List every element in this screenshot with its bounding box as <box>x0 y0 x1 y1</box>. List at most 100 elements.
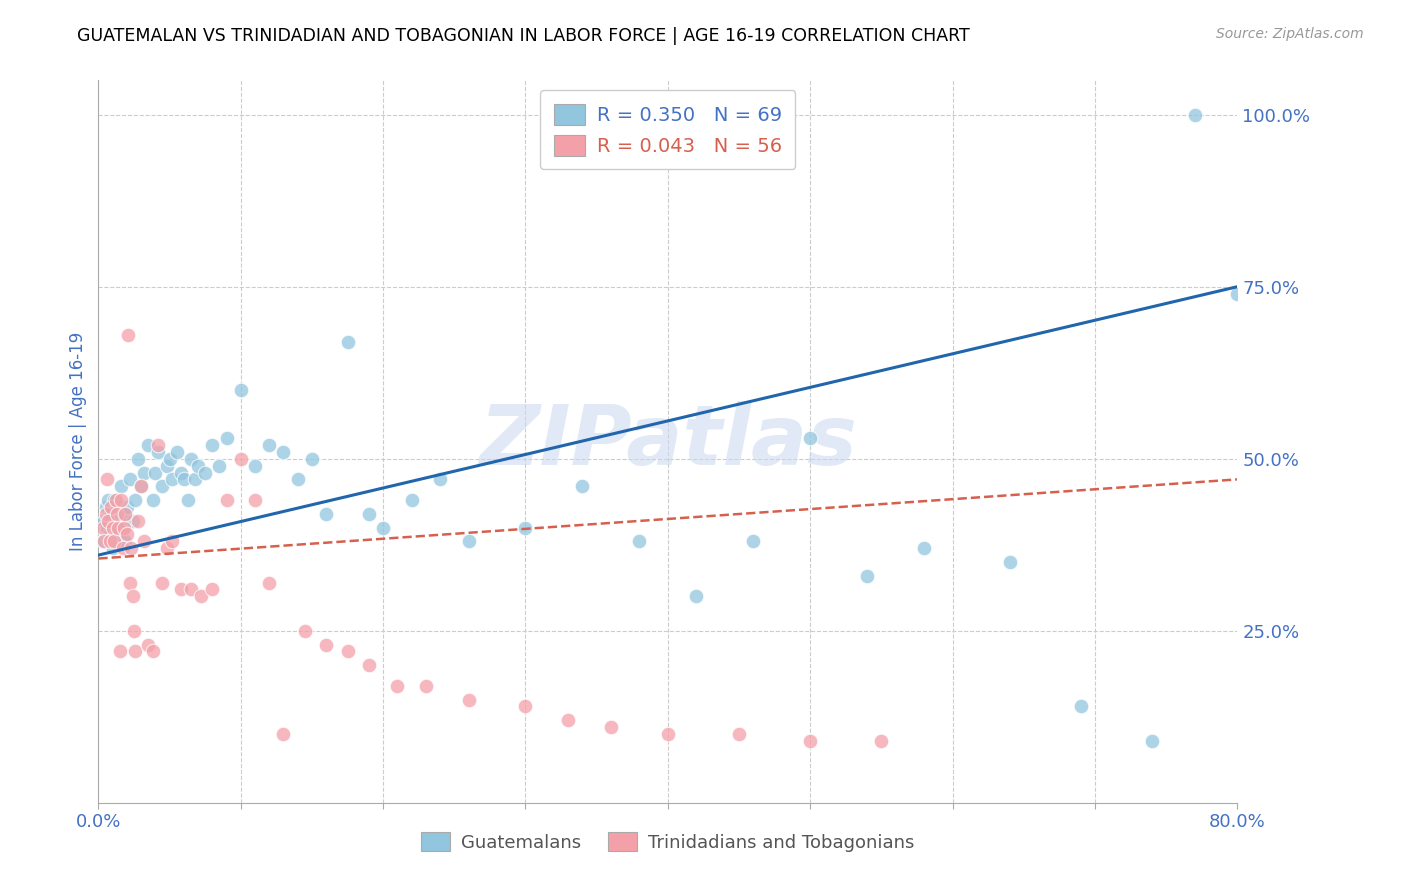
Point <box>112 520 135 534</box>
Point <box>141 493 163 508</box>
Point <box>111 520 134 534</box>
Point <box>457 692 479 706</box>
Point <box>112 507 135 521</box>
Point <box>229 451 252 466</box>
Point <box>515 699 537 714</box>
Point <box>93 534 115 549</box>
Point <box>148 438 170 452</box>
Point <box>108 644 131 658</box>
Point <box>127 451 149 466</box>
Point <box>243 458 266 473</box>
Point <box>229 383 252 397</box>
Point <box>387 679 409 693</box>
Point <box>1184 108 1206 122</box>
Point <box>129 479 152 493</box>
Point <box>104 493 127 508</box>
Point <box>97 514 120 528</box>
Point <box>998 555 1021 569</box>
Point <box>180 451 202 466</box>
Point <box>148 445 170 459</box>
Point <box>657 727 679 741</box>
Point <box>96 520 118 534</box>
Point <box>97 493 120 508</box>
Point <box>120 541 142 556</box>
Point <box>107 520 129 534</box>
Point <box>799 734 821 748</box>
Point <box>129 479 152 493</box>
Point <box>104 520 127 534</box>
Point <box>259 575 281 590</box>
Point <box>1226 286 1249 301</box>
Point <box>103 493 125 508</box>
Point <box>94 500 117 514</box>
Point <box>856 568 879 582</box>
Point <box>215 431 238 445</box>
Text: ZIPatlas: ZIPatlas <box>479 401 856 482</box>
Point <box>187 458 209 473</box>
Point <box>628 534 651 549</box>
Point <box>336 644 359 658</box>
Point <box>96 472 118 486</box>
Point <box>515 520 537 534</box>
Point <box>110 479 132 493</box>
Point <box>287 472 309 486</box>
Point <box>357 658 380 673</box>
Point <box>429 472 451 486</box>
Point <box>121 590 143 604</box>
Text: GUATEMALAN VS TRINIDADIAN AND TOBAGONIAN IN LABOR FORCE | AGE 16-19 CORRELATION : GUATEMALAN VS TRINIDADIAN AND TOBAGONIAN… <box>77 27 970 45</box>
Point <box>159 451 181 466</box>
Point <box>114 534 136 549</box>
Point <box>728 727 751 741</box>
Point <box>152 479 174 493</box>
Point <box>105 507 128 521</box>
Point <box>98 534 121 549</box>
Point <box>201 582 224 597</box>
Y-axis label: In Labor Force | Age 16-19: In Labor Force | Age 16-19 <box>69 332 87 551</box>
Point <box>121 514 143 528</box>
Point <box>685 590 707 604</box>
Point <box>415 679 437 693</box>
Point <box>91 520 114 534</box>
Point <box>111 541 134 556</box>
Point <box>108 527 131 541</box>
Point <box>141 644 163 658</box>
Point <box>557 713 579 727</box>
Point <box>91 534 114 549</box>
Point <box>118 472 141 486</box>
Point <box>115 500 138 514</box>
Point <box>401 493 423 508</box>
Point <box>124 644 146 658</box>
Point <box>136 638 159 652</box>
Point <box>100 507 122 521</box>
Point <box>124 493 146 508</box>
Point <box>259 438 281 452</box>
Point <box>132 534 155 549</box>
Point <box>357 507 380 521</box>
Point <box>184 472 207 486</box>
Point <box>162 534 184 549</box>
Point <box>457 534 479 549</box>
Point <box>870 734 893 748</box>
Point <box>742 534 765 549</box>
Point <box>180 582 202 597</box>
Point <box>98 527 121 541</box>
Point <box>600 720 623 734</box>
Point <box>136 438 159 452</box>
Point <box>1070 699 1092 714</box>
Text: Source: ZipAtlas.com: Source: ZipAtlas.com <box>1216 27 1364 41</box>
Point <box>173 472 195 486</box>
Point <box>190 590 212 604</box>
Point <box>170 582 193 597</box>
Point <box>170 466 193 480</box>
Point <box>301 451 323 466</box>
Point <box>912 541 935 556</box>
Point <box>208 458 231 473</box>
Point <box>118 575 141 590</box>
Legend: Guatemalans, Trinidadians and Tobagonians: Guatemalans, Trinidadians and Tobagonian… <box>415 824 921 859</box>
Point <box>101 520 124 534</box>
Point <box>273 445 295 459</box>
Point <box>162 472 184 486</box>
Point <box>177 493 200 508</box>
Point <box>103 534 125 549</box>
Point <box>215 493 238 508</box>
